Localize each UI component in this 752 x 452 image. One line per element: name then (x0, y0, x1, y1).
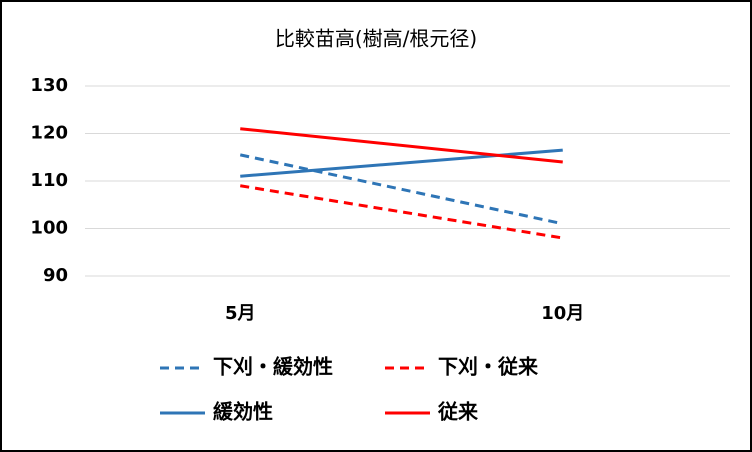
y-tick-label: 110 (30, 170, 68, 191)
legend-label: 下刈・緩効性 (213, 355, 333, 379)
series-line (240, 184, 563, 240)
series-line (240, 148, 563, 178)
legend-label: 従来 (437, 400, 479, 424)
y-tick-label: 120 (30, 123, 68, 144)
legend-label: 緩効性 (213, 400, 273, 424)
y-tick-label: 100 (30, 218, 68, 239)
x-tick-label: 5月 (225, 303, 256, 324)
series-line (240, 127, 563, 164)
legend-label: 下刈・従来 (438, 355, 539, 379)
y-tick-label: 90 (43, 265, 68, 286)
series-line (239, 153, 564, 226)
x-tick-label: 10月 (541, 303, 584, 324)
chart-title: 比較苗高(樹高/根元径) (275, 27, 477, 51)
y-tick-label: 130 (30, 75, 68, 96)
